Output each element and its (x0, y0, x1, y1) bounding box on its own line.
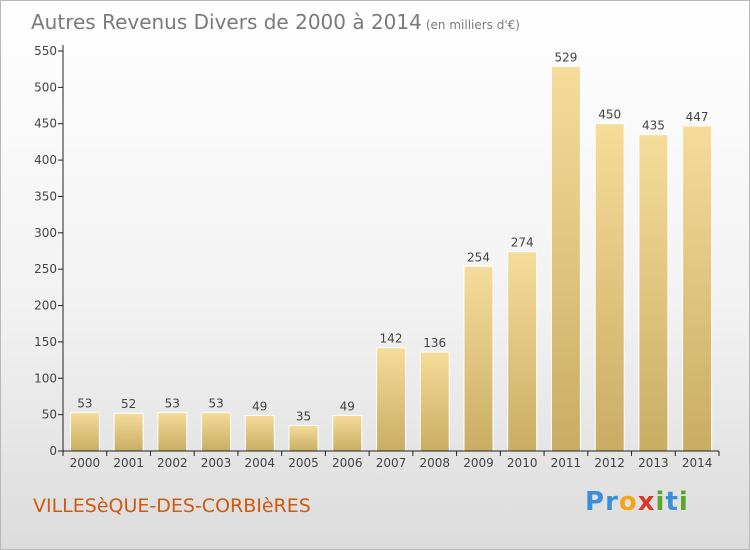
logo-letter: i (678, 487, 689, 517)
y-tick-label: 450 (34, 117, 57, 131)
bar-value-label: 49 (340, 399, 355, 413)
bar (113, 412, 144, 452)
logo-letter: t (665, 487, 679, 517)
bar-value-label: 274 (511, 236, 534, 250)
logo-letter: r (605, 487, 619, 517)
bar (419, 351, 450, 452)
bar-value-label: 142 (380, 332, 403, 346)
bar (463, 265, 494, 452)
x-tick-label: 2013 (638, 456, 669, 470)
x-tick-label: 2010 (507, 456, 538, 470)
bars-group: 53 52 53 53 49 35 49 142 136 254 274 529 450 435 447 (69, 50, 713, 452)
bar-value-label: 53 (208, 397, 223, 411)
y-tick-label: 200 (34, 299, 57, 313)
bar-value-label: 254 (467, 250, 490, 264)
x-tick-label: 2000 (70, 456, 101, 470)
bar-value-label: 447 (686, 110, 709, 124)
x-tick-label: 2014 (682, 456, 713, 470)
y-tick-label: 100 (34, 371, 57, 385)
logo-letter: P (585, 487, 606, 517)
commune-name: VILLESèQUE-DES-CORBIèRES (33, 495, 311, 517)
y-tick-label: 150 (34, 335, 57, 349)
y-tick-label: 500 (34, 80, 57, 94)
x-tick-label: 2003 (201, 456, 232, 470)
chart-title: Autres Revenus Divers de 2000 à 2014 (en … (31, 10, 520, 34)
x-tick-label: 2001 (113, 456, 144, 470)
bar-value-label: 52 (121, 397, 136, 411)
bar (550, 65, 581, 452)
y-tick-label: 350 (34, 189, 57, 203)
bar-value-label: 53 (165, 397, 180, 411)
axes-group: 0 50 100 150 200 250 300 350 400 450 500 550 2000 200… (34, 44, 720, 470)
bar (376, 347, 406, 452)
bar-value-label: 35 (296, 410, 311, 424)
bar (507, 251, 538, 452)
bar-value-label: 49 (252, 399, 267, 413)
y-tick-label: 300 (34, 226, 57, 240)
bar (638, 134, 669, 452)
bar-value-label: 136 (423, 336, 446, 350)
y-tick-label: 550 (34, 44, 57, 58)
bar-value-label: 53 (77, 397, 92, 411)
x-tick-label: 2002 (157, 456, 188, 470)
y-tick-label: 400 (34, 153, 57, 167)
bar-value-label: 529 (554, 50, 577, 64)
logo-letter: i (655, 487, 666, 517)
bar (201, 412, 232, 452)
logo-letter: x (637, 487, 656, 517)
x-tick-label: 2006 (332, 456, 363, 470)
bar (594, 123, 625, 452)
bar (69, 412, 100, 452)
bar-value-label: 435 (642, 119, 665, 133)
x-tick-label: 2004 (245, 456, 276, 470)
x-tick-label: 2008 (419, 456, 450, 470)
bar (332, 414, 363, 452)
y-tick-label: 0 (49, 444, 57, 458)
chart-title-text: Autres Revenus Divers de 2000 à 2014 (31, 10, 422, 34)
bar-value-label: 450 (598, 108, 621, 122)
bar (244, 414, 275, 452)
x-tick-label: 2005 (288, 456, 319, 470)
x-tick-label: 2011 (551, 456, 582, 470)
bar (682, 125, 713, 452)
x-tick-label: 2009 (463, 456, 494, 470)
y-tick-label: 50 (42, 408, 57, 422)
logo-letter: o (618, 487, 638, 517)
chart-subtitle: (en milliers d'€) (425, 18, 520, 32)
x-tick-label: 2007 (376, 456, 407, 470)
x-tick-label: 2012 (594, 456, 625, 470)
y-tick-label: 250 (34, 262, 57, 276)
proxiti-logo[interactable]: Proxiti (585, 487, 689, 517)
bar (288, 425, 319, 452)
bar (157, 412, 188, 452)
